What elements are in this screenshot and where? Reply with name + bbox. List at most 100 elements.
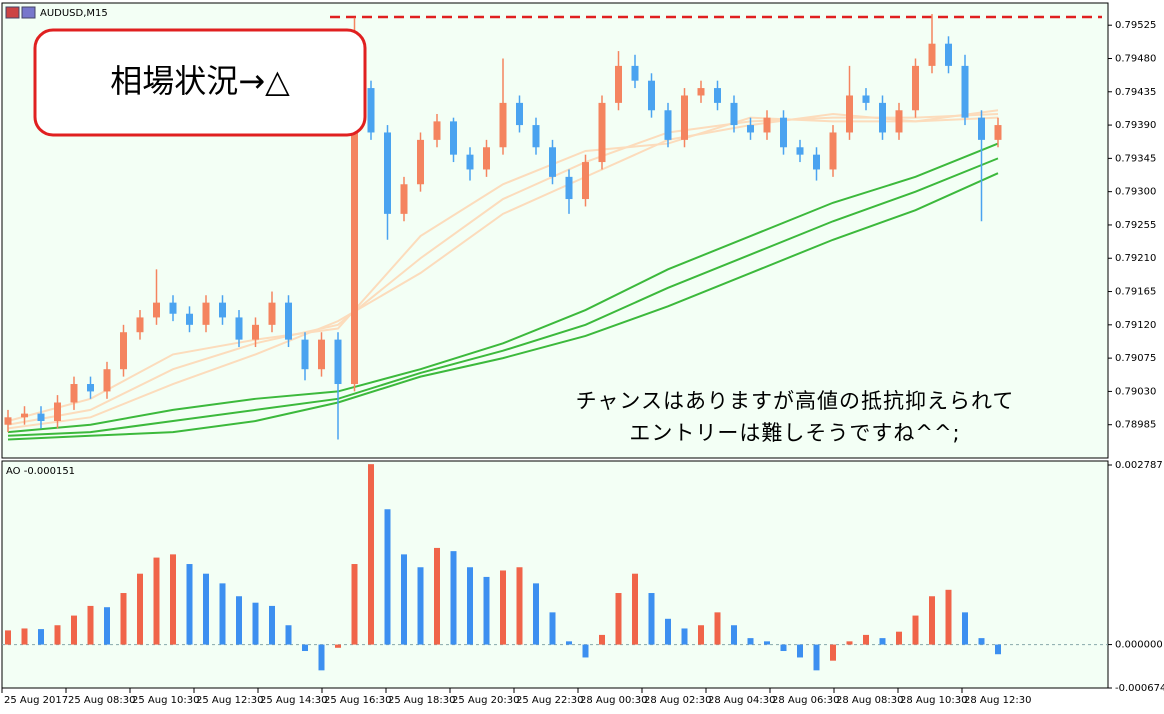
x-tick-label: 25 Aug 10:30 — [132, 695, 199, 706]
candle-body — [318, 339, 325, 370]
candle-body — [4, 417, 12, 425]
ao-bar — [219, 583, 226, 645]
moving-average — [7, 157, 999, 437]
price-layer: 0.78985 0.79030 0.79075 0.79120 0.79165 0.792… — [4, 14, 1156, 441]
candle-body — [813, 154, 820, 170]
candle-body — [450, 121, 457, 155]
candle-body — [697, 88, 705, 96]
ao-bar — [929, 596, 935, 645]
ao-bar — [566, 641, 572, 645]
candle-body — [417, 139, 424, 185]
ao-bar — [417, 567, 424, 645]
ao-bar — [962, 612, 968, 645]
candle-body — [466, 154, 474, 170]
y-tick-label: 0.79480 — [1115, 53, 1156, 64]
candle-body — [37, 413, 45, 422]
candle-body — [54, 402, 61, 422]
ao-bar — [599, 634, 605, 645]
candle-body — [516, 102, 523, 126]
ao-bar — [104, 607, 110, 645]
ao-bar — [335, 644, 341, 648]
candle-body — [714, 88, 721, 103]
candle-body — [862, 95, 870, 103]
candle-body — [994, 125, 1002, 140]
candle-body — [384, 132, 391, 214]
candle-body — [285, 302, 292, 340]
candle-body — [945, 43, 952, 66]
ao-bar — [87, 605, 94, 645]
ao-bar — [846, 641, 853, 645]
ao-bar — [38, 629, 44, 645]
candle-body — [961, 65, 969, 118]
candle-body — [912, 65, 919, 111]
ao-bar — [302, 644, 308, 652]
ao-bar — [731, 625, 737, 645]
indicator-title: AO -0.000151 — [6, 466, 75, 477]
candle-body — [582, 162, 589, 200]
candle-body — [763, 117, 771, 133]
candle-body — [235, 317, 243, 340]
ao-bar — [54, 625, 61, 645]
ao-bar — [500, 570, 506, 645]
x-tick-label: 25 Aug 08:30 — [68, 695, 135, 706]
ao-layer: 0.002787 0.000000 -0.000674 — [2, 460, 1164, 694]
ao-bar — [450, 551, 457, 645]
comment-line: チャンスはありますが高値の抵抗抑えられて — [576, 389, 1015, 413]
candle-body — [532, 125, 540, 148]
candle-body — [483, 147, 490, 170]
candle-body — [169, 302, 177, 314]
candle-body — [664, 110, 672, 140]
ao-bar — [516, 567, 523, 645]
ao-bar — [467, 567, 473, 645]
y-tick-label: 0.79210 — [1115, 253, 1156, 264]
ao-pane — [1, 460, 1109, 689]
candle-body — [549, 147, 556, 177]
moving-average — [7, 112, 999, 430]
y-tick-label: 0.79435 — [1115, 87, 1156, 98]
candle-body — [153, 302, 160, 318]
x-tick-label: 25 Aug 12:30 — [196, 695, 263, 706]
candle-body — [780, 117, 787, 148]
ao-bar — [384, 509, 391, 645]
ao-bar — [137, 573, 143, 645]
ao-bar — [995, 644, 1001, 655]
candle-body — [301, 339, 309, 370]
candle-body — [895, 110, 903, 133]
candle-body — [219, 302, 226, 318]
ao-bar — [434, 547, 440, 645]
ao-bar — [318, 644, 325, 671]
x-tick-label: 25 Aug 14:30 — [260, 695, 327, 706]
x-tick-label: 28 Aug 08:30 — [836, 695, 903, 706]
x-tick-label: 28 Aug 12:30 — [964, 695, 1031, 706]
ao-bar — [153, 557, 160, 645]
candle-body — [978, 117, 985, 140]
candle-body — [103, 369, 111, 392]
ao-bar — [549, 612, 556, 645]
y-tick-label: 0.79255 — [1115, 220, 1156, 231]
ao-bar — [698, 625, 704, 645]
candle-body — [351, 88, 358, 385]
ao-bar — [978, 638, 985, 645]
ao-bar — [665, 618, 671, 645]
candle-body — [648, 80, 655, 111]
ao-bar — [896, 631, 902, 645]
candle-body — [367, 88, 375, 133]
ao-bar — [5, 630, 11, 645]
moving-average — [7, 172, 999, 441]
x-tick-label: 28 Aug 10:30 — [900, 695, 967, 706]
ao-bar — [945, 589, 952, 645]
candle-body — [565, 176, 573, 200]
ao-bar — [747, 638, 754, 645]
ao-bar — [533, 583, 539, 645]
ao-bar — [483, 576, 490, 645]
candle-body — [87, 384, 94, 392]
ao-bar — [813, 644, 820, 671]
candle-body — [796, 147, 804, 155]
candle-body — [268, 302, 276, 325]
ao-bar — [351, 564, 358, 645]
ao-bar — [368, 464, 374, 645]
ao-bar — [681, 628, 688, 645]
ao-bar — [203, 573, 209, 645]
candle-body — [70, 384, 78, 403]
